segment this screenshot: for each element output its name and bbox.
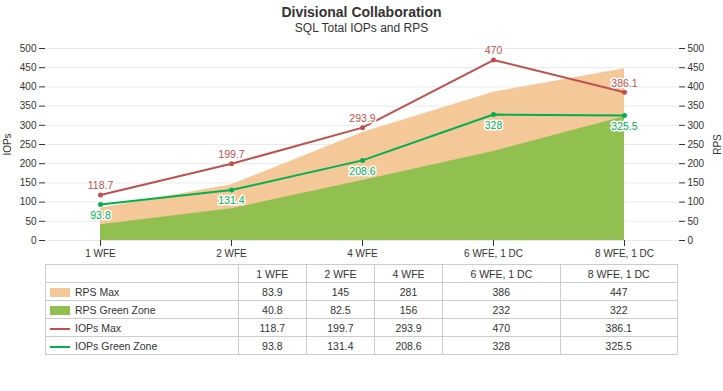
svg-text:450: 450: [688, 62, 705, 73]
svg-text:0: 0: [688, 235, 694, 246]
html-text:131.4: 131.4: [327, 339, 354, 352]
html-text:386: 386: [492, 285, 511, 298]
svg-text:0: 0: [31, 235, 37, 246]
svg-text:325.5: 325.5: [611, 120, 637, 132]
html-text:IOPs Max: IOPs Max: [75, 321, 122, 334]
html-text:447: 447: [610, 285, 628, 298]
svg-text:500: 500: [688, 43, 705, 54]
svg-text:50: 50: [25, 216, 37, 227]
html-text:325.5: 325.5: [605, 339, 632, 352]
html-text:40.8: 40.8: [262, 303, 283, 316]
svg-text:150: 150: [688, 177, 705, 188]
html-text:281: 281: [399, 285, 418, 298]
html-text:232: 232: [492, 303, 511, 316]
html-text:IOPs Green Zone: IOPs Green Zone: [75, 339, 158, 352]
svg-text:470: 470: [485, 44, 503, 56]
svg-text:4 WFE: 4 WFE: [347, 248, 378, 259]
svg-text:200: 200: [688, 158, 705, 169]
svg-text:93.8: 93.8: [90, 209, 111, 221]
svg-text:400: 400: [688, 81, 705, 92]
svg-text:250: 250: [688, 139, 705, 150]
html-text:SQL Total IOPs and RPS: SQL Total IOPs and RPS: [294, 21, 429, 35]
svg-text:8 WFE, 1 DC: 8 WFE, 1 DC: [595, 248, 654, 259]
svg-text:293.9: 293.9: [349, 112, 375, 124]
svg-text:328: 328: [485, 119, 503, 131]
html-text:6 WFE, 1 DC: 6 WFE, 1 DC: [470, 267, 533, 280]
html-text:82.5: 82.5: [330, 303, 351, 316]
html-text:293.9: 293.9: [395, 321, 422, 334]
html-text:2 WFE: 2 WFE: [324, 267, 357, 280]
html-text:8 WFE, 1 DC: 8 WFE, 1 DC: [587, 267, 650, 280]
html-text:83.9: 83.9: [262, 285, 283, 298]
html-text:93.8: 93.8: [262, 339, 283, 352]
html-text:Divisional Collaboration: Divisional Collaboration: [281, 4, 442, 20]
svg-text:200: 200: [20, 158, 37, 169]
svg-text:199.7: 199.7: [218, 148, 244, 160]
html-text:RPS Max: RPS Max: [75, 285, 120, 298]
html-text:RPS Green Zone: RPS Green Zone: [75, 303, 156, 316]
svg-text:150: 150: [20, 177, 37, 188]
svg-text:100: 100: [20, 196, 37, 207]
html-text:322: 322: [610, 303, 628, 316]
svg-text:350: 350: [688, 100, 705, 111]
svg-text:400: 400: [20, 81, 37, 92]
svg-text:300: 300: [688, 120, 705, 131]
html-text:470: 470: [492, 321, 511, 334]
svg-text:100: 100: [688, 196, 705, 207]
svg-text:1 WFE: 1 WFE: [85, 248, 116, 259]
svg-text:208.6: 208.6: [349, 165, 375, 177]
svg-text:300: 300: [20, 120, 37, 131]
svg-text:350: 350: [20, 100, 37, 111]
svg-text:386.1: 386.1: [611, 77, 637, 89]
svg-text:2 WFE: 2 WFE: [216, 248, 247, 259]
svg-text:RPS: RPS: [712, 134, 723, 155]
html-text:118.7: 118.7: [259, 321, 286, 334]
html-text:199.7: 199.7: [327, 321, 354, 334]
html-text:156: 156: [399, 303, 418, 316]
svg-text:450: 450: [20, 62, 37, 73]
html-text:386.1: 386.1: [605, 321, 632, 334]
html-text:1 WFE: 1 WFE: [256, 267, 289, 280]
html-text:4 WFE: 4 WFE: [392, 267, 425, 280]
html-text:145: 145: [331, 285, 350, 298]
svg-text:6 WFE, 1 DC: 6 WFE, 1 DC: [464, 248, 523, 259]
html-text:328: 328: [492, 339, 511, 352]
svg-text:250: 250: [20, 139, 37, 150]
svg-text:500: 500: [20, 43, 37, 54]
html-text:208.6: 208.6: [395, 339, 422, 352]
svg-text:IOPs: IOPs: [2, 133, 13, 155]
svg-text:131.4: 131.4: [218, 194, 244, 206]
svg-text:50: 50: [688, 216, 700, 227]
svg-text:118.7: 118.7: [88, 179, 114, 191]
